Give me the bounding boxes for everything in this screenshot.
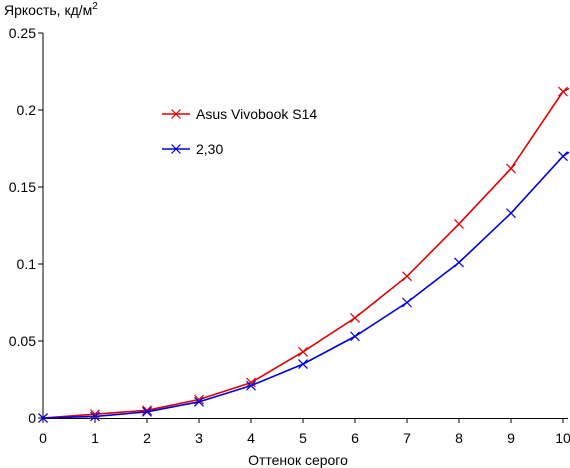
data-point-marker (402, 271, 412, 282)
data-point-marker (558, 151, 568, 162)
legend-item-1: 2,30 (162, 141, 223, 157)
x-tick-label: 1 (91, 430, 99, 446)
series-line-1 (42, 151, 570, 419)
x-tick-label: 2 (143, 430, 151, 446)
legend-label: Asus Vivobook S14 (196, 106, 317, 122)
data-point-marker (142, 406, 152, 417)
data-point-marker (506, 208, 516, 219)
legend-swatch-marker (171, 144, 181, 154)
x-tick-label: 10 (555, 430, 570, 446)
data-point-marker (350, 331, 360, 342)
y-tick-label: 0.2 (17, 102, 37, 118)
data-point-marker (454, 219, 464, 229)
data-point-marker (142, 405, 152, 416)
data-point-marker (558, 86, 568, 97)
x-axis-label: Оттенок серого (248, 452, 348, 468)
data-point-marker (350, 312, 360, 323)
x-tick-label: 6 (351, 430, 359, 446)
y-tick-label: 0.1 (17, 256, 37, 272)
legend-item-0: Asus Vivobook S14 (162, 106, 317, 122)
x-tick-label: 7 (403, 430, 411, 446)
y-axis-ticks: 0 0.05 0.1 0.15 0.2 0.25 (9, 25, 43, 426)
legend-label: 2,30 (196, 141, 223, 157)
data-point-marker (194, 396, 204, 407)
data-point-marker (90, 411, 100, 422)
x-tick-label: 0 (39, 430, 47, 446)
y-tick-label: 0.05 (9, 333, 36, 349)
data-point-marker (402, 297, 412, 308)
data-point-marker (298, 359, 308, 370)
x-tick-label: 3 (195, 430, 203, 446)
x-tick-label: 9 (507, 430, 515, 446)
y-axis-label: Яркость, кд/м2 (4, 1, 98, 18)
data-point-marker (298, 346, 308, 357)
series-line-0 (42, 87, 570, 419)
data-point-marker (246, 377, 256, 388)
x-tick-label: 4 (247, 430, 255, 446)
data-point-marker (454, 257, 464, 268)
x-axis-ticks: 0 1 2 3 4 5 6 7 8 9 10 (39, 418, 570, 446)
data-point-marker (506, 163, 516, 174)
x-tick-label: 8 (455, 430, 463, 446)
legend-swatch-marker (171, 109, 181, 119)
y-tick-label: 0 (28, 410, 36, 426)
data-point-marker (246, 380, 256, 391)
y-axis-label-superscript: 2 (92, 1, 98, 12)
y-axis-label-main: Яркость, кд/м (4, 2, 92, 18)
legend: Asus Vivobook S14 2,30 (162, 106, 317, 157)
y-tick-label: 0.15 (9, 179, 36, 195)
x-tick-label: 5 (299, 430, 307, 446)
data-point-marker (38, 413, 48, 423)
series-layer (38, 86, 570, 423)
y-tick-label: 0.25 (9, 25, 36, 41)
